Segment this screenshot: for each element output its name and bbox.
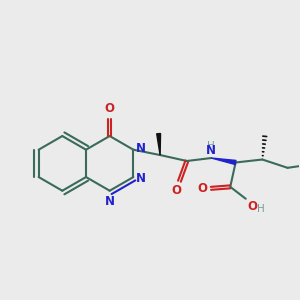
Text: H: H (207, 142, 215, 152)
Text: N: N (135, 142, 146, 155)
Text: H: H (257, 204, 265, 214)
Text: O: O (247, 200, 257, 213)
Text: N: N (206, 143, 216, 157)
Text: N: N (105, 195, 115, 208)
Polygon shape (157, 134, 160, 155)
Text: O: O (105, 102, 115, 115)
Text: N: N (135, 172, 146, 185)
Polygon shape (211, 158, 236, 164)
Text: O: O (172, 184, 182, 197)
Text: O: O (197, 182, 207, 195)
